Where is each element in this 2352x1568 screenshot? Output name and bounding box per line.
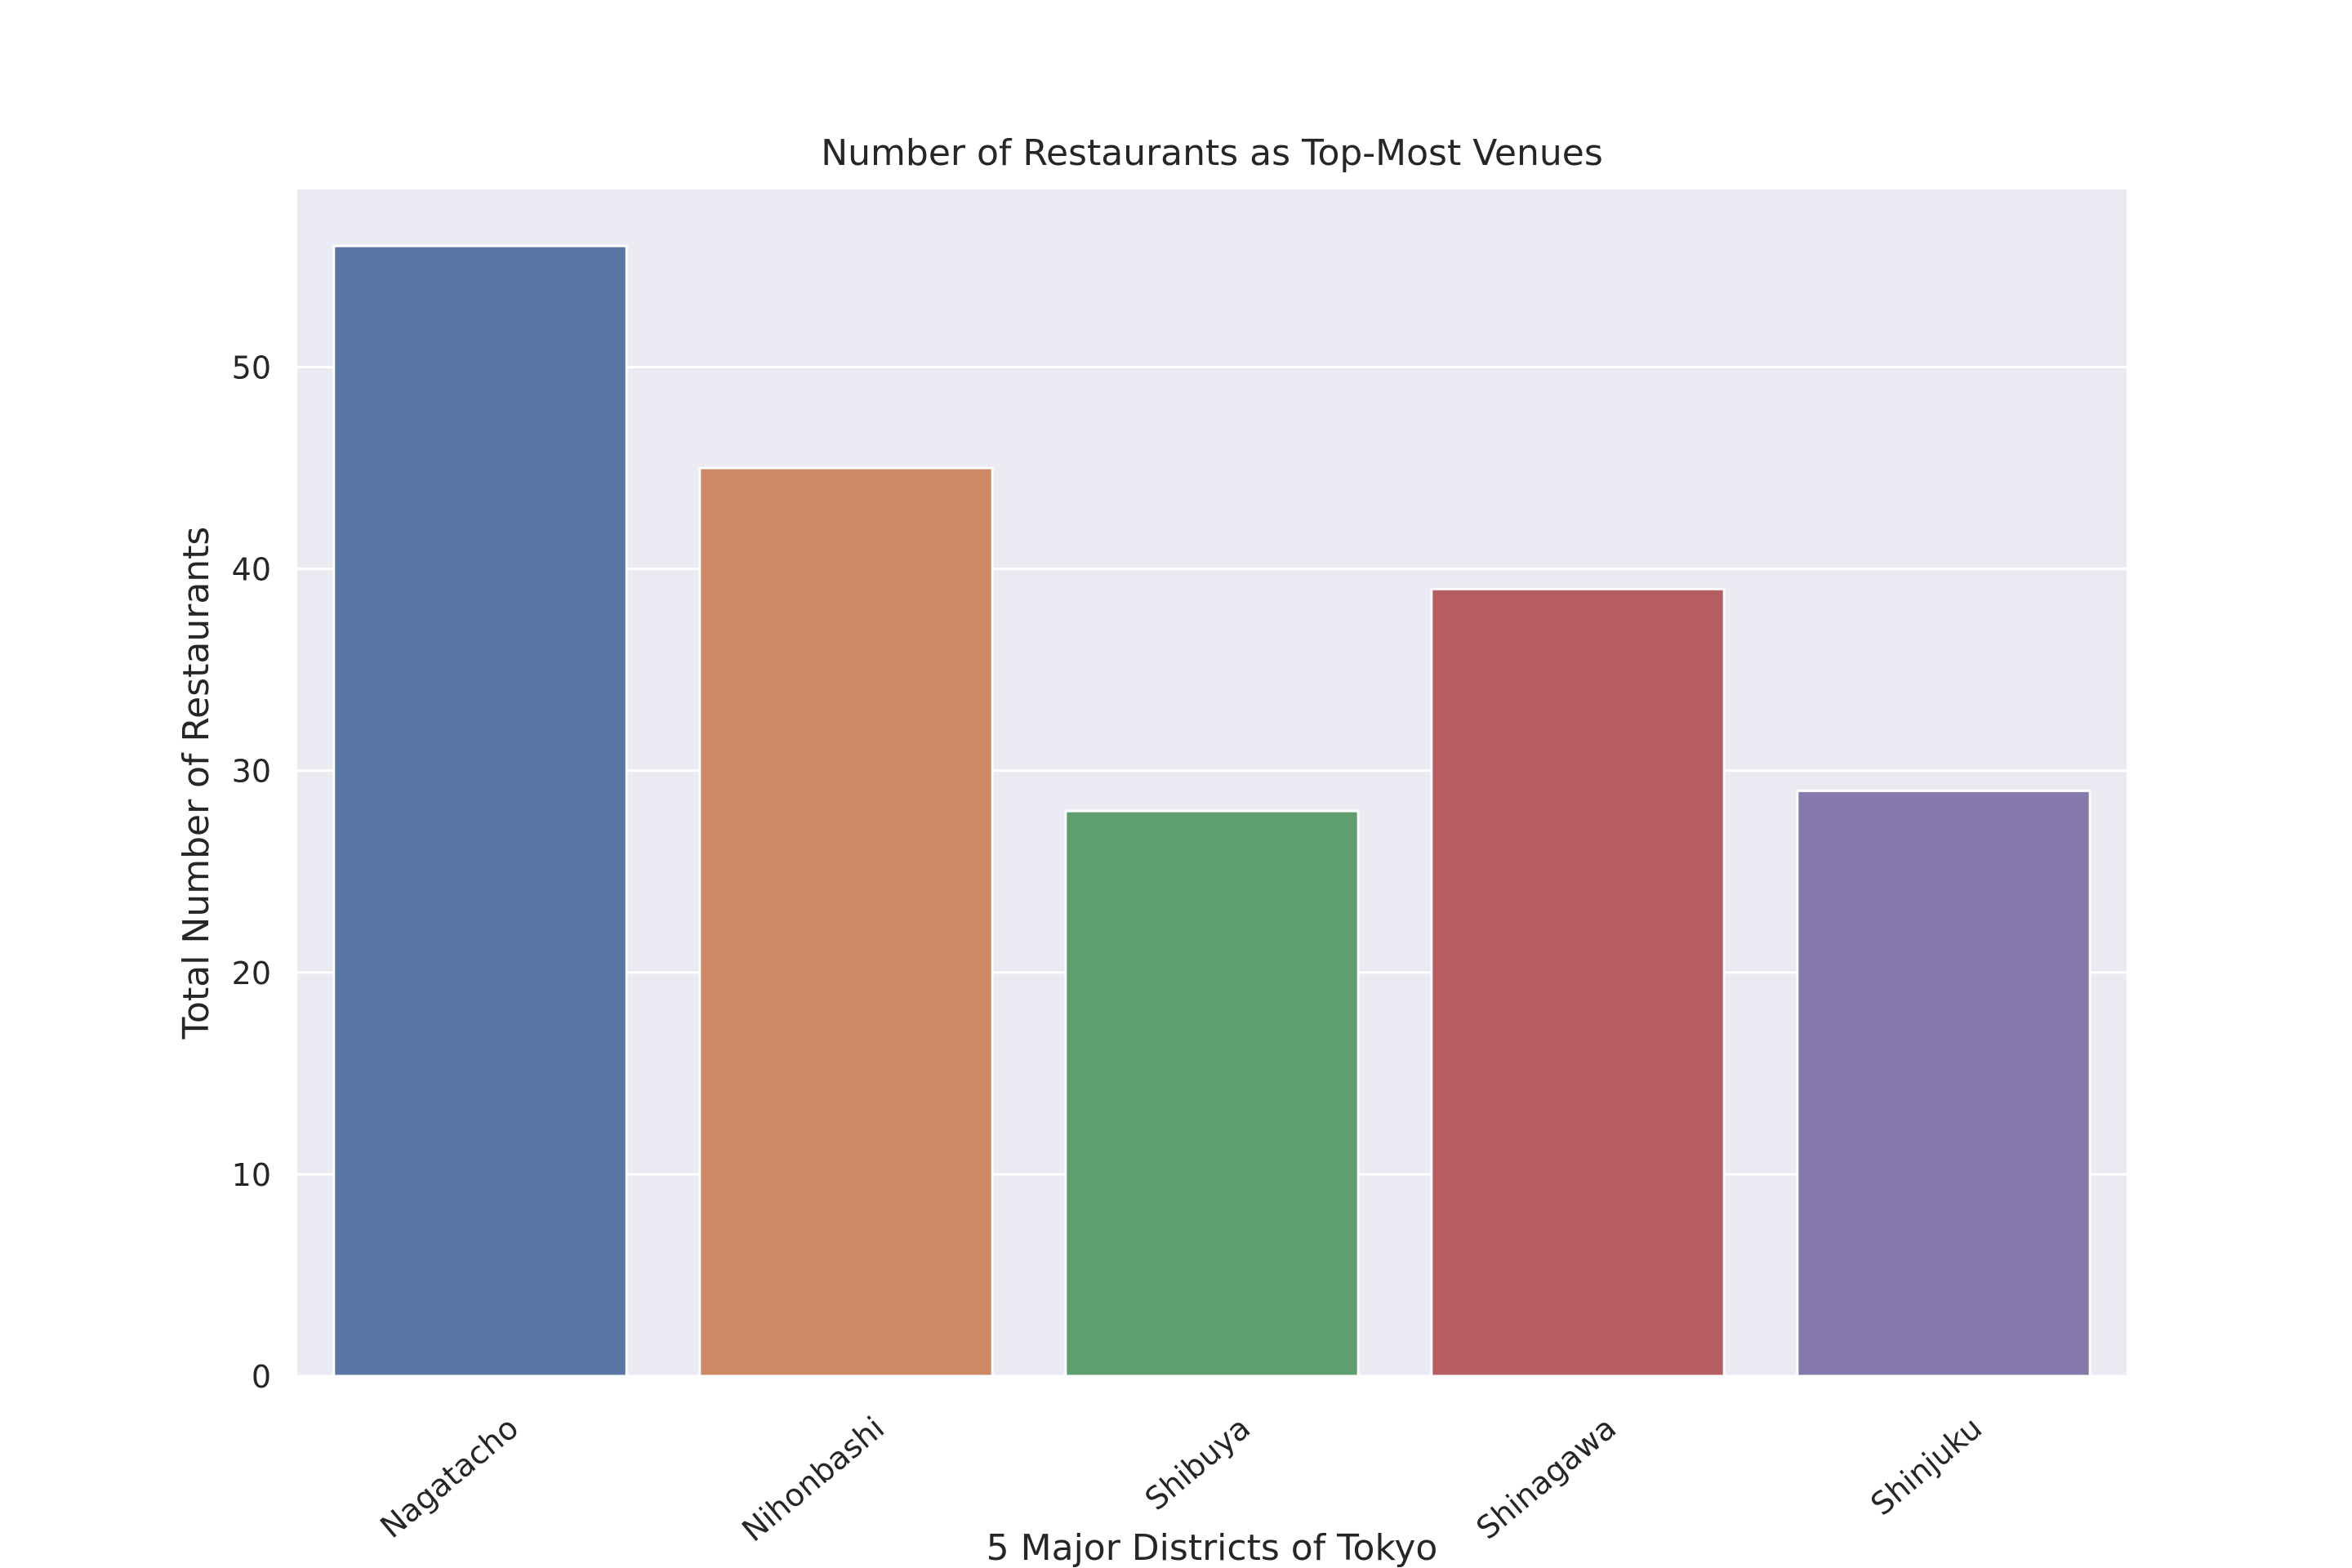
x-tick-label: Nagatacho bbox=[373, 1410, 525, 1545]
bars bbox=[332, 244, 2091, 1378]
y-tick-label: 30 bbox=[232, 754, 271, 790]
x-tick-label: Shinagawa bbox=[1470, 1410, 1624, 1546]
bar-shinjuku bbox=[1796, 789, 2091, 1378]
y-tick-label: 0 bbox=[252, 1359, 271, 1395]
bar-shinagawa bbox=[1430, 587, 1726, 1378]
y-tick-label: 10 bbox=[232, 1157, 271, 1193]
y-axis-label: Total Number of Restaurants bbox=[176, 527, 217, 1040]
bar-nihonbashi bbox=[698, 466, 994, 1378]
x-tick-label: Shinjuku bbox=[1864, 1410, 1989, 1522]
y-tick-labels: 0 10 20 30 40 50 bbox=[232, 350, 271, 1395]
y-tick-label: 20 bbox=[232, 956, 271, 991]
bar-shibuya bbox=[1064, 809, 1360, 1378]
x-tick-label: Nihonbashi bbox=[735, 1410, 891, 1548]
bar-nagatacho bbox=[332, 244, 628, 1378]
y-tick-label: 50 bbox=[232, 350, 271, 385]
y-tick-label: 40 bbox=[232, 552, 271, 588]
x-axis-label: 5 Major Districts of Tokyo bbox=[987, 1527, 1438, 1568]
chart-title: Number of Restaurants as Top-Most Venues bbox=[821, 132, 1603, 174]
x-tick-label: Shibuya bbox=[1138, 1410, 1257, 1517]
